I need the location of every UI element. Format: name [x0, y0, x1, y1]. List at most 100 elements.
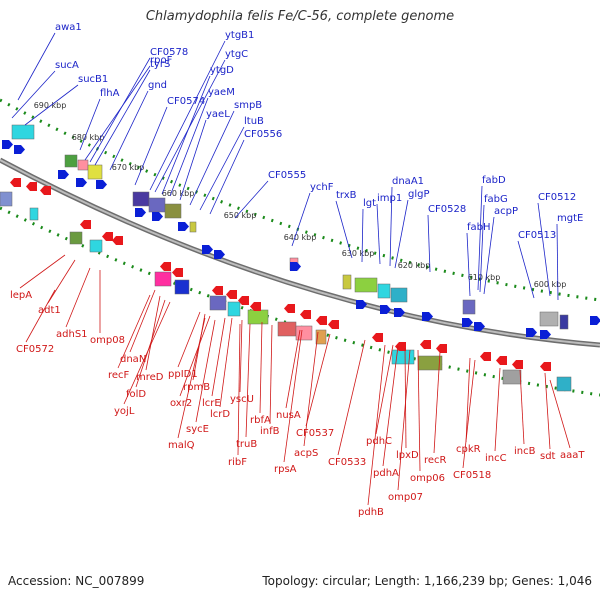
forward-gene-label: sucB1: [78, 74, 108, 85]
forward-leader-line: [11, 70, 56, 119]
reverse-gene-arrow: [102, 232, 113, 241]
reverse-leader-line: [239, 319, 243, 393]
forward-leader-line: [94, 69, 151, 166]
forward-leader-line: [291, 192, 311, 247]
forward-leader-line: [24, 84, 79, 126]
reverse-gene-label: mreD: [136, 372, 164, 383]
reverse-leader-line: [305, 333, 331, 427]
reverse-gene-arrow: [80, 220, 91, 229]
reverse-leader-line: [337, 339, 366, 456]
gene-block: [209, 295, 227, 311]
reverse-gene-label: oxr2: [170, 398, 192, 409]
gene-block: [391, 349, 415, 365]
reverse-leader-line: [177, 311, 201, 368]
reverse-gene-label: lpxD: [396, 450, 419, 461]
reverse-gene-label: omp07: [388, 492, 423, 503]
reverse-leader-line: [433, 351, 441, 454]
reverse-gene-label: CF0537: [296, 428, 334, 439]
forward-leader-line: [466, 232, 471, 297]
gene-block: [174, 279, 190, 295]
gene-block: [0, 191, 13, 207]
forward-gene-arrow: [462, 318, 473, 327]
reverse-gene-arrow: [40, 186, 51, 195]
forward-gene-arrow: [96, 180, 107, 189]
gene-block: [148, 197, 166, 213]
gene-block: [69, 231, 83, 245]
gene-block: [29, 207, 39, 221]
forward-gene-arrow: [474, 322, 485, 331]
reverse-gene-label: adt1: [38, 305, 61, 316]
scale-tick-label: 610 kbp: [468, 273, 501, 282]
forward-gene-label: yaeM: [208, 87, 235, 98]
reverse-leader-line: [259, 321, 263, 414]
reverse-gene-label: pdhA: [373, 468, 399, 479]
reverse-gene-arrow: [226, 290, 237, 299]
reverse-leader-line: [211, 317, 226, 397]
forward-leader-line: [517, 240, 535, 299]
reverse-leader-line: [145, 295, 161, 371]
gene-block: [315, 329, 327, 345]
reverse-gene-label: acpS: [294, 448, 318, 459]
scale-tick-label: 600 kbp: [534, 280, 567, 289]
reverse-gene-label: pdhB: [358, 507, 384, 518]
forward-gene-label: flhA: [100, 88, 120, 99]
reverse-gene-arrow: [212, 286, 223, 295]
forward-gene-label: fabH: [467, 222, 491, 233]
scale-tick-label: 650 kbp: [224, 211, 257, 220]
forward-leader-line: [209, 139, 245, 215]
reverse-leader-line: [375, 344, 394, 435]
forward-gene-label: ytgC: [225, 49, 248, 60]
forward-gene-arrow: [380, 305, 391, 314]
reverse-gene-label: incB: [514, 446, 536, 457]
forward-gene-arrow: [394, 308, 405, 317]
genome-backbone-highlight: [0, 159, 600, 346]
scale-tick-label: 690 kbp: [34, 101, 67, 110]
reverse-leader-line: [195, 319, 216, 423]
reverse-gene-arrow: [26, 182, 37, 191]
reverse-gene-label: ribF: [228, 457, 247, 468]
reverse-gene-label: nusA: [276, 410, 301, 421]
scale-tick-label: 640 kbp: [284, 233, 317, 242]
forward-gene-arrow: [14, 145, 25, 154]
forward-gene-arrow: [152, 212, 163, 221]
gene-block: [342, 274, 352, 290]
forward-gene-label: ytgD: [210, 65, 234, 76]
reverse-gene-label: aaaT: [560, 450, 585, 461]
forward-gene-label: lgt: [363, 198, 376, 209]
reverse-gene-label: rpsA: [274, 464, 297, 475]
reverse-gene-label: ppID1: [168, 369, 198, 380]
reverse-gene-label: lepA: [10, 290, 32, 301]
reverse-gene-label: lcrD: [210, 409, 230, 420]
forward-leader-line: [483, 216, 495, 295]
reverse-leader-line: [219, 317, 233, 408]
forward-gene-label: mgtE: [557, 213, 583, 224]
reverse-gene-arrow: [250, 302, 261, 311]
forward-gene-arrow: [540, 330, 551, 339]
reverse-gene-label: incC: [485, 453, 507, 464]
scale-tick-label: 670 kbp: [112, 163, 145, 172]
reverse-leader-line: [179, 315, 211, 397]
label-leaders: [11, 32, 571, 506]
reverse-gene-arrow: [160, 262, 171, 271]
reverse-gene-label: infB: [260, 426, 280, 437]
gene-block: [556, 376, 572, 392]
reverse-gene-arrow: [238, 296, 249, 305]
reverse-leader-line: [25, 289, 56, 343]
genome-title: Chlamydophila felis Fe/C-56, complete ge…: [145, 9, 455, 24]
forward-leader-line: [17, 32, 56, 101]
forward-leader-line: [79, 98, 101, 151]
forward-leader-line: [479, 204, 485, 293]
forward-gene-label: awa1: [55, 22, 82, 33]
reverse-gene-label: recF: [108, 370, 130, 381]
reverse-leader-line: [397, 349, 411, 491]
forward-gene-arrow: [2, 140, 13, 149]
reverse-gene-label: pdhC: [366, 436, 392, 447]
reverse-leader-line: [192, 313, 206, 381]
forward-gene-label: sucA: [55, 60, 79, 71]
reverse-gene-label: folD: [126, 389, 146, 400]
reverse-leader-line: [465, 357, 471, 443]
forward-gene-label: yaeL: [206, 109, 230, 120]
forward-gene-label: rpoF: [150, 55, 173, 66]
